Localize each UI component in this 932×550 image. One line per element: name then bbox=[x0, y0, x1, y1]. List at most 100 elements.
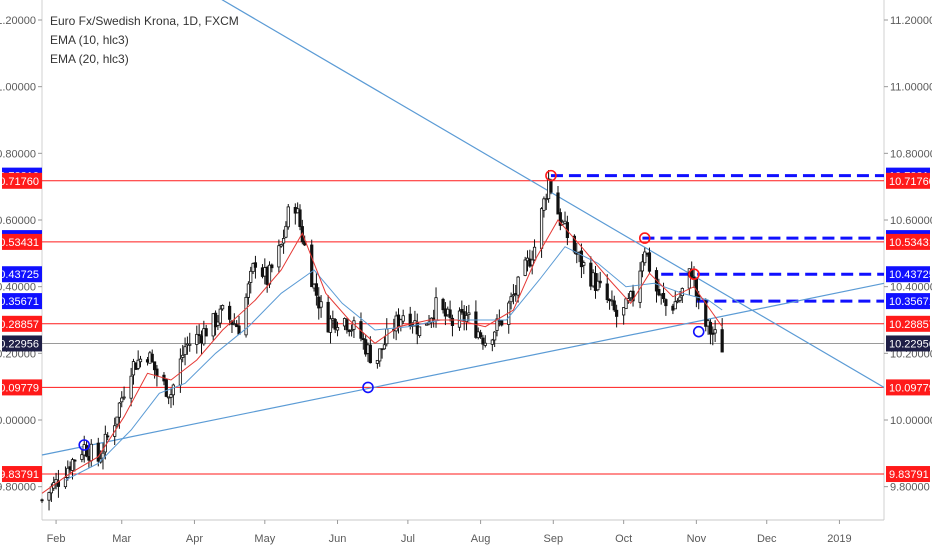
candle-body bbox=[647, 252, 652, 272]
candle-body bbox=[657, 289, 661, 296]
candle-body bbox=[708, 321, 713, 335]
y-tick-label-left: 11.20000 bbox=[0, 15, 36, 27]
price-badge bbox=[2, 233, 42, 250]
plot-background bbox=[42, 0, 884, 520]
candle-body bbox=[605, 283, 609, 301]
candle-body bbox=[204, 328, 208, 337]
candle-body bbox=[467, 312, 471, 316]
candle-body bbox=[335, 327, 340, 331]
price-badge bbox=[886, 335, 930, 352]
candle-body bbox=[495, 318, 499, 331]
candle-body bbox=[218, 308, 222, 324]
x-tick-label: 2019 bbox=[827, 533, 851, 545]
candle-body bbox=[493, 331, 497, 341]
x-tick-label: Feb bbox=[47, 533, 66, 545]
price-badge bbox=[2, 172, 42, 189]
candle-body bbox=[511, 294, 516, 297]
candle-body bbox=[664, 299, 668, 307]
chart-legend: Euro Fx/Swedish Krona, 1D, FXCM EMA (10,… bbox=[50, 12, 239, 69]
candle-body bbox=[378, 348, 382, 362]
pivot-marker-circle bbox=[638, 232, 651, 244]
y-tick-label-left: 10.40000 bbox=[0, 282, 36, 294]
y-tick-label-right: 10.40000 bbox=[890, 282, 932, 294]
candle-body bbox=[530, 259, 534, 266]
candle-body bbox=[70, 459, 75, 471]
pivot-marker-circle bbox=[688, 268, 700, 281]
candle-body bbox=[80, 454, 84, 460]
price-badge-label: 10.09779 bbox=[0, 382, 39, 394]
candle-body bbox=[418, 326, 422, 337]
pivot-marker-circle bbox=[362, 381, 374, 394]
price-badge bbox=[2, 466, 42, 483]
price-badge-label: 10.71760 bbox=[889, 176, 932, 188]
candle-body bbox=[582, 262, 586, 266]
price-badge-label: 10.53431 bbox=[0, 237, 39, 249]
y-tick-label-left: 10.60000 bbox=[0, 215, 36, 227]
price-badge-label: 10.35671 bbox=[889, 296, 932, 308]
x-tick-label: Nov bbox=[687, 533, 707, 545]
price-badge bbox=[886, 266, 930, 283]
y-tick-label-left: 11.00000 bbox=[0, 82, 36, 94]
price-badge bbox=[886, 379, 930, 396]
candle-body bbox=[478, 332, 483, 338]
candle-body bbox=[122, 396, 126, 399]
candle-body bbox=[368, 344, 372, 364]
candle-body bbox=[197, 334, 201, 336]
candle-body bbox=[556, 192, 560, 215]
candle-body bbox=[106, 435, 110, 438]
candle-body bbox=[631, 290, 635, 302]
candle-body bbox=[448, 309, 452, 318]
candle-body bbox=[328, 318, 333, 333]
candle-body bbox=[213, 312, 218, 328]
ema10-line bbox=[41, 219, 723, 494]
price-badge-label: 10.43725 bbox=[0, 269, 39, 281]
candle-body bbox=[73, 459, 77, 462]
candle-body bbox=[152, 361, 157, 371]
candle-body bbox=[457, 310, 462, 328]
candle-body bbox=[509, 296, 513, 303]
candle-body bbox=[115, 416, 119, 425]
candle-body bbox=[450, 317, 455, 326]
candle-body bbox=[523, 259, 527, 276]
candle-body bbox=[483, 342, 487, 346]
candle-body bbox=[89, 443, 93, 462]
candle-body bbox=[361, 338, 365, 341]
candle-body bbox=[544, 198, 548, 201]
candle-body bbox=[673, 301, 677, 310]
y-tick-label-right: 10.60000 bbox=[890, 215, 932, 227]
candle-body bbox=[382, 344, 387, 350]
candle-body bbox=[612, 300, 616, 311]
price-badge bbox=[2, 266, 42, 283]
candle-body bbox=[310, 244, 314, 288]
x-tick-label: Aug bbox=[471, 533, 491, 545]
candle-body bbox=[169, 394, 173, 398]
candle-body bbox=[117, 402, 121, 418]
trendline bbox=[221, 0, 885, 388]
candle-body bbox=[385, 328, 389, 345]
candle-body bbox=[96, 442, 100, 462]
candle-body bbox=[481, 337, 485, 345]
candle-body bbox=[661, 292, 666, 300]
candle-body bbox=[188, 343, 192, 346]
y-tick-label-right: 9.80000 bbox=[890, 482, 930, 494]
y-tick-label-right: 11.00000 bbox=[890, 82, 932, 94]
ema20-line bbox=[65, 246, 723, 481]
pivot-marker-circle bbox=[692, 325, 705, 338]
candle-body bbox=[171, 384, 175, 396]
candle-body bbox=[84, 445, 89, 457]
x-tick-label: Dec bbox=[757, 533, 777, 545]
candle-body bbox=[615, 309, 619, 317]
y-tick-label-left: 10.00000 bbox=[0, 415, 36, 427]
candle-body bbox=[678, 296, 682, 301]
candle-body bbox=[181, 354, 185, 358]
candle-body bbox=[129, 375, 133, 399]
candle-body bbox=[643, 251, 647, 264]
candle-body bbox=[622, 307, 626, 316]
candle-body bbox=[401, 315, 405, 322]
pivot-marker-circle bbox=[78, 439, 91, 451]
candle-body bbox=[694, 278, 698, 297]
price-badge bbox=[886, 315, 930, 332]
candle-body bbox=[270, 264, 274, 269]
